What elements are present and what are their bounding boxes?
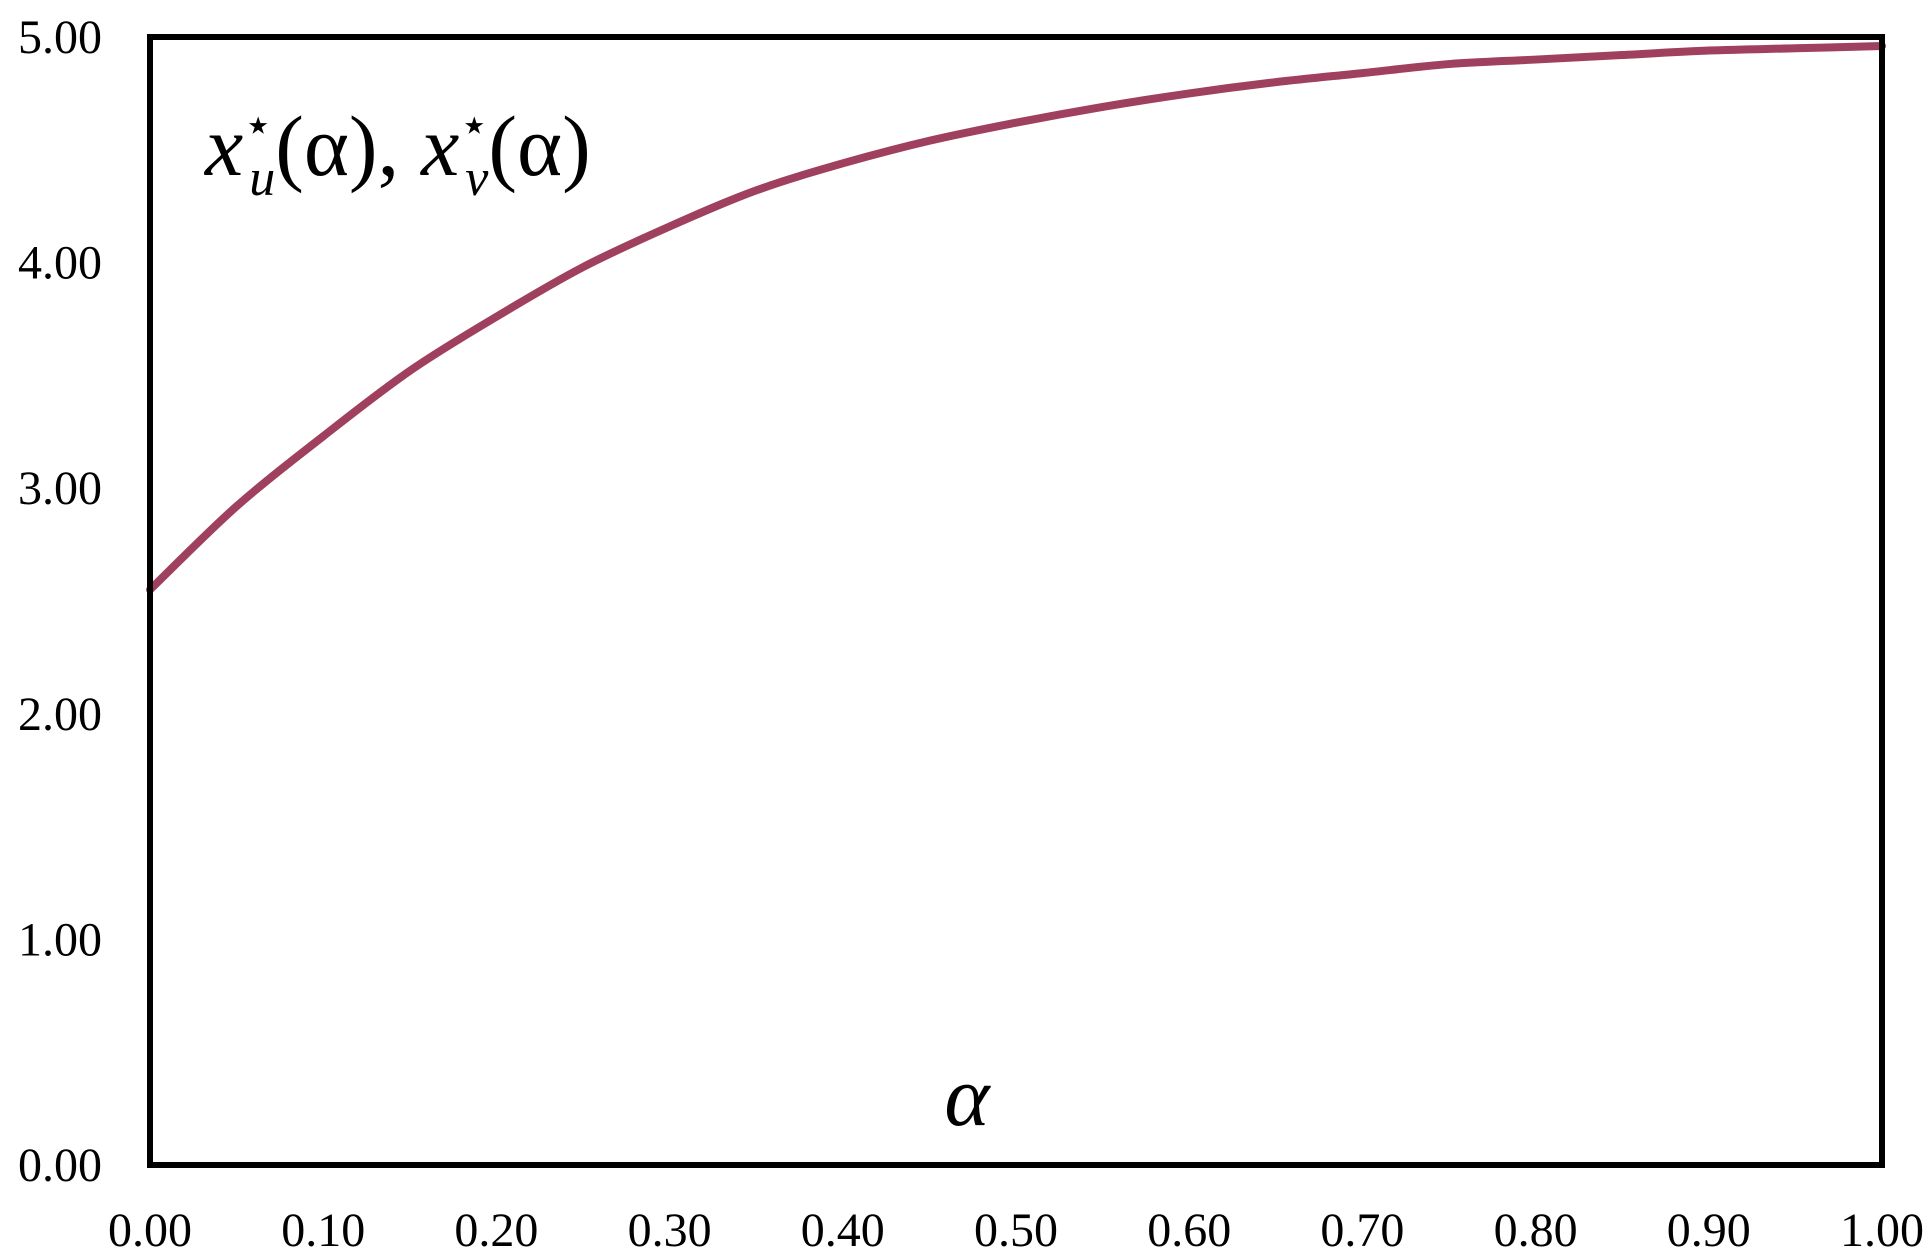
x-axis-label: α: [944, 1048, 991, 1144]
x-tick-label: 0.00: [108, 1204, 192, 1252]
y-tick-label: 4.00: [18, 237, 102, 290]
x-tick-label: 0.80: [1494, 1204, 1578, 1252]
x-tick-label: 0.90: [1667, 1204, 1751, 1252]
y-tick-label: 2.00: [18, 688, 102, 741]
x-tick-label: 0.20: [454, 1204, 538, 1252]
curve-label-sep: ,: [378, 98, 400, 194]
y-tick-labels: 0.00 1.00 2.00 3.00 4.00 5.00: [18, 11, 102, 1192]
curve-label-arg-v: (α): [488, 98, 590, 194]
y-tick-label: 1.00: [18, 913, 102, 966]
curve-label-star-v: ⋆: [459, 99, 489, 152]
x-tick-label: 0.70: [1320, 1204, 1404, 1252]
y-tick-label: 5.00: [18, 11, 102, 64]
x-tick-label: 0.30: [628, 1204, 712, 1252]
curve-label-var-v: x: [419, 98, 459, 194]
curve-label-sub-v: v: [465, 150, 489, 207]
series-layer: [146, 42, 1886, 594]
curve-label-sub-u: u: [249, 150, 275, 207]
series-line: [146, 42, 1886, 594]
curve-label-arg-u: (α): [275, 98, 377, 194]
curve-label: x⋆ u(α), x⋆ v(α): [203, 98, 591, 207]
x-tick-label: 1.00: [1840, 1204, 1924, 1252]
plot-frame: [147, 34, 1885, 1168]
x-tick-label: 0.40: [801, 1204, 885, 1252]
x-tick-label: 0.60: [1147, 1204, 1231, 1252]
y-tick-label: 0.00: [18, 1139, 102, 1192]
x-tick-label: 0.50: [974, 1204, 1058, 1252]
y-tick-label: 3.00: [18, 462, 102, 515]
x-tick-label: 0.10: [281, 1204, 365, 1252]
curve-label-var-u: x: [203, 98, 243, 194]
x-tick-labels: 0.00 0.10 0.20 0.30 0.40 0.50 0.60 0.70 0.80 0.90…: [108, 1204, 1924, 1252]
curve-label-star-u: ⋆: [243, 99, 273, 152]
